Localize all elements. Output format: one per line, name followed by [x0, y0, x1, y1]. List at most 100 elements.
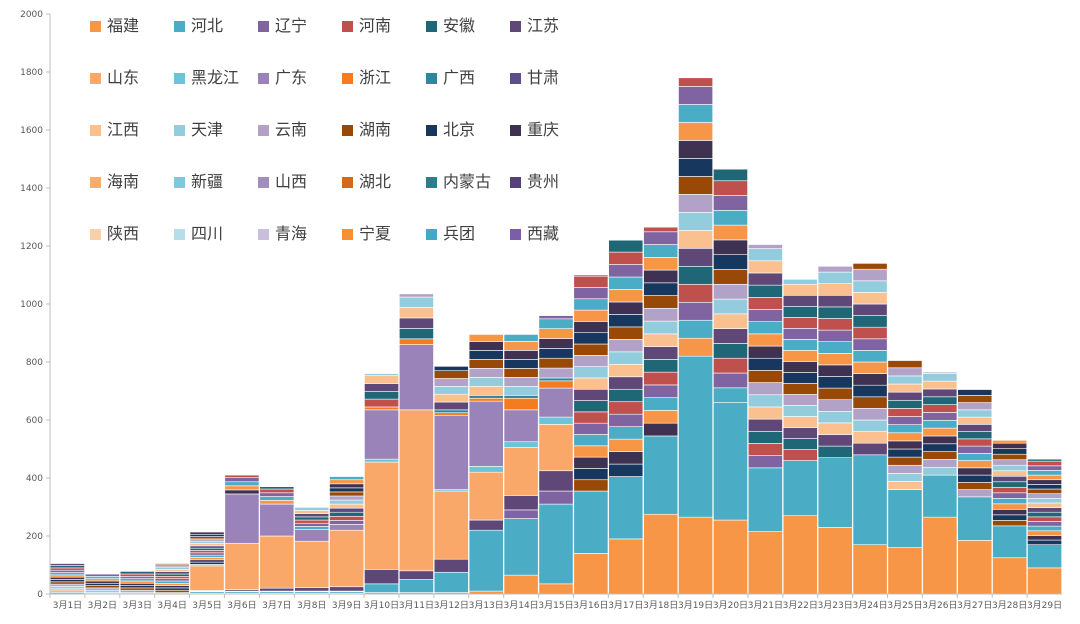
- bar-segment: [922, 516, 958, 595]
- bar-segment: [713, 519, 748, 595]
- bar-segment: [782, 405, 818, 417]
- legend-swatch: [510, 125, 521, 136]
- bar-segment: [84, 580, 120, 584]
- legend-label: 江西: [107, 120, 139, 139]
- bar-segment: [992, 442, 1028, 450]
- bar-segment: [992, 448, 1028, 455]
- x-tick-label: 3月2日: [88, 600, 117, 611]
- bar-segment: [608, 264, 644, 278]
- bar-segment: [468, 397, 504, 402]
- bar-segment: [957, 540, 993, 595]
- bar-segment: [189, 531, 225, 535]
- bar-stack: [50, 563, 85, 595]
- bar-segment: [887, 391, 923, 401]
- bar-segment: [922, 435, 958, 445]
- bar-segment: [364, 383, 399, 392]
- bar-segment: [817, 364, 853, 377]
- bar-segment: [608, 463, 644, 477]
- bar-segment: [887, 367, 923, 377]
- bar-segment: [608, 413, 644, 427]
- y-tick-label: 800: [26, 358, 43, 368]
- bar-segment: [608, 276, 644, 290]
- bar-segment: [50, 576, 85, 580]
- bar-segment: [329, 524, 365, 531]
- bar-segment: [747, 394, 783, 408]
- bar-segment: [643, 226, 679, 233]
- bar-segment: [643, 269, 679, 284]
- bar-segment: [294, 519, 330, 524]
- bar-segment: [643, 359, 679, 373]
- x-tick-label: 3月19日: [678, 600, 713, 611]
- bar-segment: [852, 292, 888, 305]
- bar-segment: [852, 384, 888, 398]
- bar-segment: [538, 367, 574, 379]
- y-tick-label: 1400: [20, 184, 43, 194]
- bar-segment: [503, 409, 539, 443]
- bar-segment: [957, 489, 993, 498]
- bar-segment: [782, 279, 818, 285]
- bar-segment: [538, 424, 574, 472]
- bar-stack: [713, 168, 748, 595]
- bar-segment: [782, 306, 818, 318]
- legend-swatch: [426, 177, 437, 188]
- bar-segment: [817, 387, 853, 401]
- x-tick-label: 3月25日: [887, 600, 922, 611]
- bar-stack: [608, 239, 644, 595]
- bar-segment: [852, 315, 888, 328]
- bar-segment: [1027, 539, 1062, 545]
- bar-segment: [294, 510, 330, 514]
- bar-segment: [364, 458, 399, 463]
- bar-segment: [538, 416, 574, 425]
- bar-segment: [154, 576, 190, 579]
- bar-segment: [608, 351, 644, 365]
- legend-label: 北京: [443, 120, 475, 139]
- bar-segment: [643, 244, 679, 258]
- bar-segment: [224, 477, 260, 483]
- bar-segment: [189, 540, 225, 544]
- bar-segment: [643, 257, 679, 271]
- bar-segment: [119, 576, 155, 579]
- bar-segment: [503, 509, 539, 519]
- bar-segment: [887, 464, 923, 474]
- bar-segment: [433, 412, 469, 416]
- bar-segment: [643, 371, 679, 386]
- bar-segment: [643, 410, 679, 424]
- legend-swatch: [510, 73, 521, 84]
- bar-segment: [1027, 458, 1062, 462]
- bar-segment: [887, 408, 923, 417]
- bar-segment: [154, 582, 190, 586]
- bar-segment: [573, 377, 609, 390]
- bar-segment: [224, 542, 260, 590]
- bar-segment: [329, 479, 365, 485]
- x-tick-label: 3月26日: [922, 600, 957, 611]
- bar-segment: [224, 485, 260, 491]
- bar-segment: [259, 486, 295, 490]
- bar-segment: [1027, 488, 1062, 494]
- bar-segment: [503, 518, 539, 576]
- bar-segment: [852, 280, 888, 293]
- bar-segment: [608, 364, 644, 378]
- bar-segment: [503, 368, 539, 378]
- bar-segment: [399, 409, 434, 572]
- bar-segment: [817, 434, 853, 447]
- bar-segment: [154, 563, 190, 566]
- bar-segment: [224, 489, 260, 495]
- bar-segment: [538, 338, 574, 349]
- legend-item: 山东: [90, 68, 139, 87]
- bar-segment: [922, 373, 958, 382]
- bar-stack: [468, 334, 504, 595]
- bar-segment: [50, 588, 85, 592]
- x-tick-label: 3月17日: [608, 600, 643, 611]
- bar-segment: [503, 341, 539, 351]
- bar-segment: [957, 460, 993, 469]
- bar-stack: [433, 366, 469, 595]
- bar-segment: [887, 432, 923, 442]
- bar-segment: [747, 345, 783, 359]
- bar-segment: [329, 520, 365, 525]
- bar-segment: [852, 396, 888, 409]
- bar-segment: [1027, 525, 1062, 532]
- bar-segment: [713, 283, 748, 300]
- x-tick-label: 3月13日: [469, 600, 504, 611]
- y-tick-label: 1200: [20, 242, 43, 252]
- bar-segment: [887, 473, 923, 482]
